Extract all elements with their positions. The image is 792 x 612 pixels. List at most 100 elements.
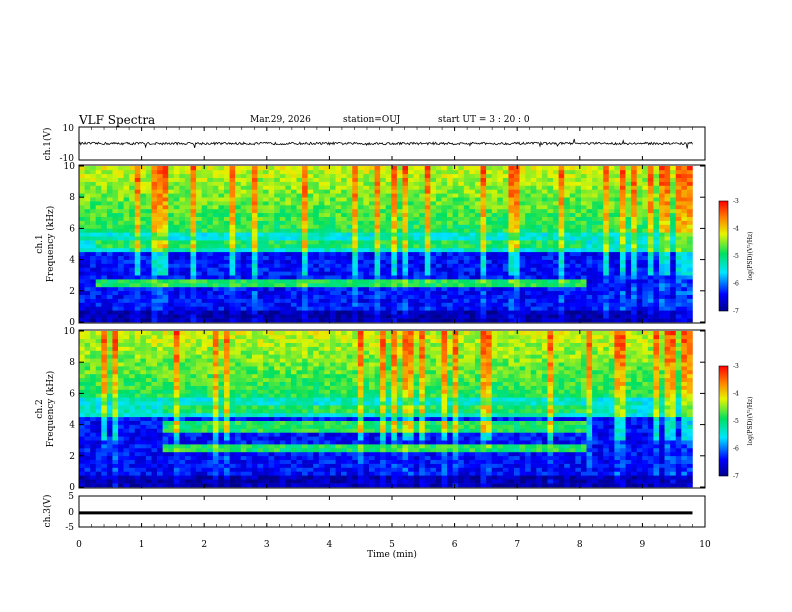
- spectrogram-cell: [184, 267, 191, 272]
- spectrogram-cell: [79, 424, 85, 429]
- spectrogram-cell: [408, 216, 414, 221]
- spectrogram-cell: [335, 240, 342, 245]
- figure-title: VLF Spectra: [79, 113, 156, 127]
- spectrogram-cell: [458, 247, 465, 253]
- spectrogram-cell: [435, 251, 442, 256]
- spectrogram-cell: [380, 314, 387, 319]
- spectrogram-cell: [207, 166, 214, 171]
- spectrogram-cell: [324, 283, 331, 288]
- spectrogram-cell: [608, 314, 615, 319]
- spectrogram-cell: [419, 232, 426, 237]
- spectrogram-cell: [101, 455, 108, 460]
- spectrogram-cell: [497, 166, 504, 171]
- spectrogram-cell: [525, 286, 532, 292]
- spectrogram-cell: [229, 283, 236, 288]
- spectrogram-cell: [642, 212, 649, 217]
- spectrogram-cell: [140, 471, 147, 476]
- spectrogram-cell: [168, 283, 175, 288]
- spectrogram-cell: [463, 173, 470, 178]
- spectrogram-cell: [335, 318, 342, 323]
- spectrogram-cell: [474, 181, 481, 186]
- spectrogram-cell: [290, 177, 297, 182]
- spectrogram-cell: [653, 314, 660, 319]
- spectrogram-cell: [586, 224, 593, 229]
- spectrogram-cell: [129, 420, 136, 425]
- spectrogram-cell: [580, 251, 587, 256]
- spectrogram-cell: [179, 201, 186, 206]
- spectrogram-cell: [118, 428, 124, 433]
- spectrogram-cell: [274, 310, 281, 315]
- spectrogram-cell: [670, 181, 677, 186]
- spectrogram-cell: [341, 193, 347, 198]
- spectrogram-cell: [112, 294, 119, 299]
- spectrogram-cell: [625, 208, 632, 214]
- spectrogram-cell: [263, 318, 269, 323]
- spectrogram-cell: [597, 220, 604, 225]
- spectrogram-cell: [145, 302, 152, 307]
- spectrogram-cell: [447, 220, 453, 225]
- spectrogram-cell: [525, 247, 532, 253]
- spectrogram-cell: [145, 467, 152, 472]
- spectrogram-cell: [112, 370, 119, 375]
- spectrogram-cell: [173, 197, 180, 202]
- spectrogram-cell: [647, 166, 654, 171]
- spectrogram-cell: [586, 279, 593, 284]
- spectrogram-cell: [184, 275, 191, 280]
- spectrogram-cell: [603, 283, 610, 288]
- spectrogram-cell: [424, 189, 431, 194]
- spectrogram-cell: [519, 306, 526, 311]
- spectrogram-cell: [218, 208, 225, 214]
- spectrogram-cell: [647, 294, 654, 299]
- spectrogram-cell: [190, 267, 197, 272]
- spectrogram-cell: [324, 314, 331, 319]
- spectrogram-cell: [586, 181, 593, 186]
- spectrogram-cell: [458, 208, 465, 214]
- spectrogram-cell: [251, 201, 258, 206]
- spectrogram-cell: [642, 166, 649, 171]
- spectrogram-cell: [151, 228, 158, 233]
- spectrogram-cell: [424, 271, 431, 276]
- spectrogram-cell: [129, 251, 136, 256]
- spectrogram-cell: [363, 240, 370, 245]
- spectrogram-cell: [324, 298, 331, 303]
- spectrogram-cell: [118, 205, 124, 210]
- spectrogram-cell: [502, 236, 509, 241]
- spectrogram-cell: [614, 263, 621, 268]
- spectrogram-cell: [508, 208, 515, 214]
- spectrogram-cell: [79, 271, 85, 276]
- spectrogram-cell: [118, 455, 124, 460]
- spectrogram-cell: [302, 185, 308, 190]
- spectrogram-cell: [452, 228, 459, 233]
- spectrogram-cell: [157, 263, 163, 268]
- spectrogram-cell: [246, 193, 253, 198]
- spectrogram-cell: [112, 263, 119, 268]
- spectrogram-cell: [647, 283, 654, 288]
- spectrogram-cell: [352, 259, 359, 264]
- spectrogram-cell: [201, 251, 208, 256]
- spectrogram-cell: [129, 479, 136, 484]
- spectrogram-cell: [257, 306, 264, 311]
- spectrogram-cell: [525, 220, 532, 225]
- spectrogram-cell: [302, 302, 308, 307]
- spectrogram-cell: [653, 310, 660, 315]
- spectrogram-cell: [469, 263, 476, 268]
- spectrogram-cell: [603, 251, 610, 256]
- spectrogram-cell: [430, 216, 437, 221]
- spectrogram-cell: [619, 271, 626, 276]
- spectrogram-cell: [352, 181, 359, 186]
- spectrogram-cell: [79, 294, 85, 299]
- spectrogram-cell: [118, 424, 124, 429]
- spectrogram-cell: [335, 294, 342, 299]
- spectrogram-cell: [374, 306, 381, 311]
- spectrogram-cell: [290, 247, 297, 253]
- spectrogram-cell: [408, 197, 414, 202]
- spectrogram-cell: [168, 224, 175, 229]
- spectrogram-cell: [469, 197, 476, 202]
- spectrogram-cell: [519, 197, 526, 202]
- spectrogram-cell: [101, 306, 108, 311]
- spectrogram-cell: [279, 201, 286, 206]
- spectrogram-cell: [134, 267, 141, 272]
- spectrogram-cell: [441, 228, 448, 233]
- spectrogram-cell: [435, 306, 442, 311]
- spectrogram-cell: [190, 318, 197, 323]
